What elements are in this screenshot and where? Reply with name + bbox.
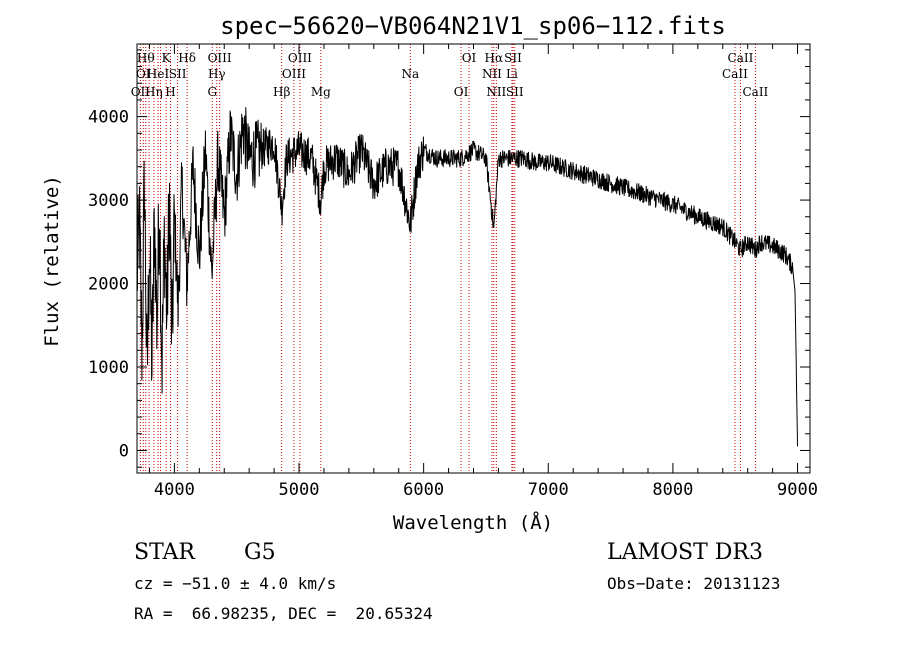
y-tick-label-4000: 4000 — [88, 108, 129, 128]
coordinates: RA = 66.98235, DEC = 20.65324 — [134, 604, 433, 623]
line-label-14: Hβ — [273, 85, 290, 99]
spectral-line-markers — [139, 44, 756, 473]
x-tick-label-7000: 7000 — [528, 480, 569, 500]
y-tick-label-3000: 3000 — [88, 191, 129, 211]
line-label-1: OI — [136, 67, 151, 81]
y-axis-ticks: 0 1000 2000 3000 4000 — [88, 49, 810, 468]
line-label-20: OI — [462, 51, 477, 65]
spectrum-line — [136, 107, 798, 447]
subclass: G5 — [244, 540, 276, 565]
line-label-0: OII — [131, 85, 151, 99]
line-label-15: OIII — [282, 67, 306, 81]
line-label-7: K — [162, 51, 172, 65]
observation-date: Obs−Date: 20131123 — [607, 574, 781, 593]
y-axis-label: Flux (relative) — [41, 175, 63, 347]
line-label-24: Li — [506, 67, 518, 81]
line-label-2: Hθ — [137, 51, 155, 65]
line-label-16: OIII — [288, 51, 312, 65]
chart-title: spec−56620−VB064N21V1_sp06−112.fits — [220, 12, 726, 40]
x-tick-label-5000: 5000 — [279, 480, 320, 500]
line-label-26: SII — [506, 85, 524, 99]
survey-name: LAMOST DR3 — [607, 540, 763, 565]
x-axis-ticks: 4000 5000 6000 7000 8000 9000 — [148, 44, 818, 500]
line-label-8: H — [165, 85, 175, 99]
line-label-23: NII — [486, 85, 506, 99]
line-label-17: Mg — [311, 85, 331, 99]
x-axis-label: Wavelength (Å) — [393, 511, 553, 534]
line-label-22: Hα — [485, 51, 504, 65]
line-label-11: G — [207, 85, 217, 99]
line-label-9: SII — [169, 67, 187, 81]
line-label-27: CaII — [722, 67, 748, 81]
line-label-13: OIII — [208, 51, 232, 65]
line-label-25: SII — [504, 51, 522, 65]
line-label-21: NII — [482, 67, 502, 81]
spectral-line-labels: OII OI Hθ Hη HeI K H SII Hδ G Hγ OIII Hβ OIII OIII Mg Na… — [131, 51, 769, 99]
redshift-cz: cz = −51.0 ± 4.0 km/s — [134, 574, 337, 593]
line-label-19: OI — [454, 85, 469, 99]
y-tick-label-0: 0 — [119, 441, 129, 461]
x-tick-label-8000: 8000 — [652, 480, 693, 500]
x-tick-label-4000: 4000 — [154, 480, 195, 500]
line-label-18: Na — [401, 67, 419, 81]
line-label-29: CaII — [742, 85, 768, 99]
x-tick-label-6000: 6000 — [403, 480, 444, 500]
object-class: STAR — [134, 540, 195, 565]
plot-frame — [136, 43, 811, 474]
y-tick-label-1000: 1000 — [88, 358, 129, 378]
line-label-12: Hγ — [208, 67, 226, 81]
line-label-5: HeI — [147, 67, 170, 81]
y-tick-label-2000: 2000 — [88, 275, 129, 295]
line-label-10: Hδ — [178, 51, 196, 65]
x-tick-label-9000: 9000 — [777, 480, 818, 500]
line-label-28: CaII — [728, 51, 754, 65]
line-label-4: Hη — [145, 85, 163, 99]
